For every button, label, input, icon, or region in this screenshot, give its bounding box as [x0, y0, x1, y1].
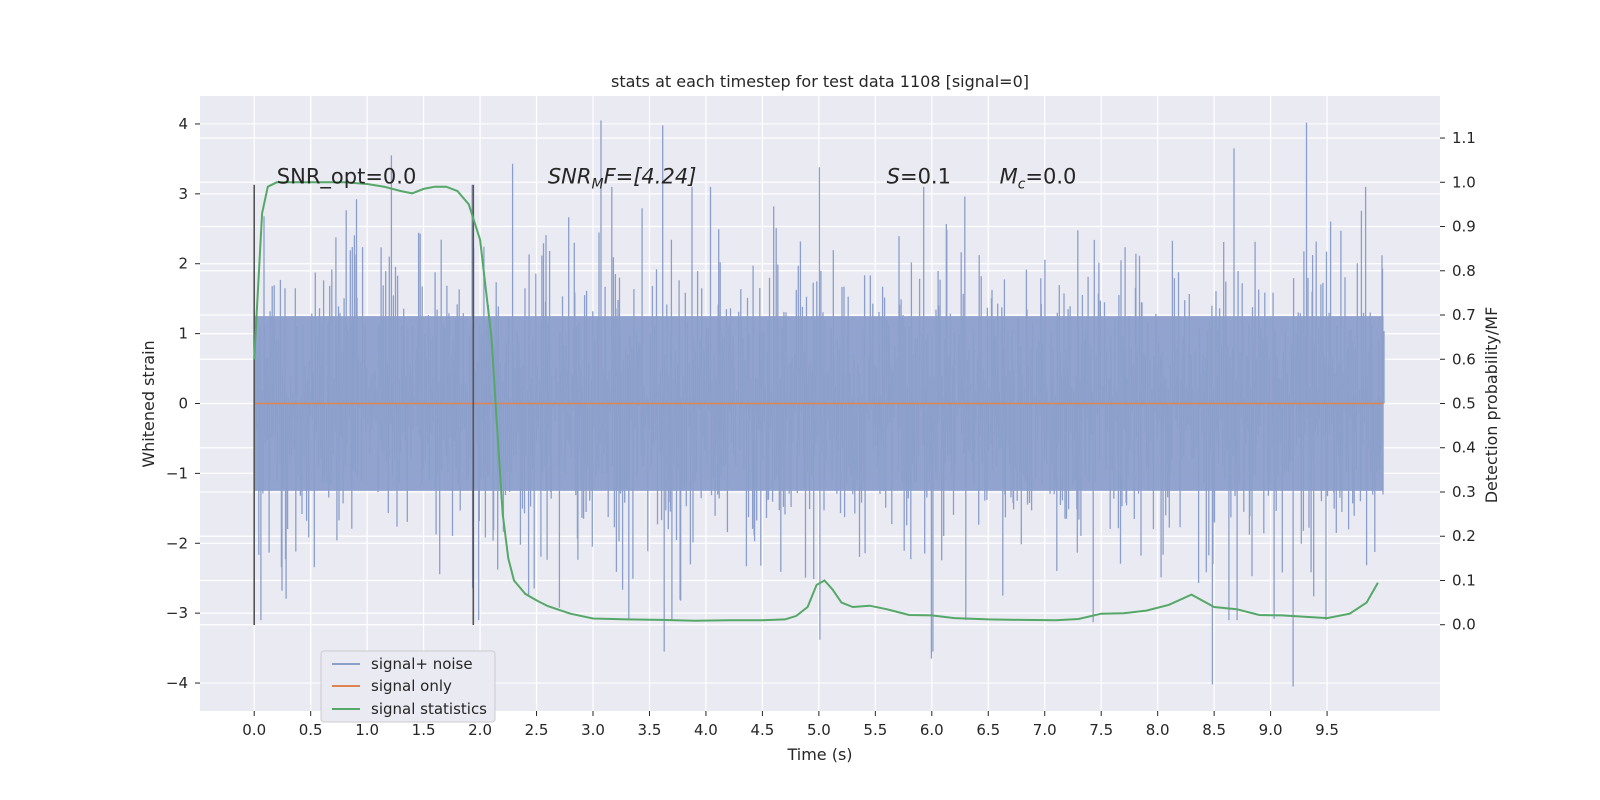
chart-title: stats at each timestep for test data 110…	[611, 72, 1029, 91]
y-left-tick-label: 1	[178, 325, 188, 343]
legend-label-signal-statistics: signal statistics	[371, 700, 487, 718]
legend-label-signal-noise: signal+ noise	[371, 655, 473, 673]
y-axis-label-right: Detection probability/MF	[1482, 307, 1501, 504]
y-left-tick-label: −4	[166, 674, 188, 692]
annotation-s-value: S=0.1	[887, 164, 951, 188]
y-right-tick-label: 0.6	[1452, 350, 1476, 368]
x-tick-label: 7.0	[1033, 721, 1057, 739]
y-axis-label-left: Whitened strain	[139, 340, 158, 467]
y-right-tick-label: 0.5	[1452, 395, 1476, 413]
x-tick-label: 4.5	[750, 721, 774, 739]
x-tick-label: 9.5	[1315, 721, 1339, 739]
y-right-tick-label: 0.8	[1452, 262, 1476, 280]
y-right-tick-label: 0.1	[1452, 571, 1476, 589]
y-right-tick-label: 0.7	[1452, 306, 1476, 324]
x-tick-label: 3.5	[638, 721, 662, 739]
x-tick-label: 0.0	[242, 721, 266, 739]
annotations: SNR_opt=0.0 SNRMF=[4.24] S=0.1 Mc=0.0	[277, 164, 1077, 192]
legend-label-signal-only: signal only	[371, 677, 452, 695]
y-left-tick-label: 3	[178, 185, 188, 203]
y-right-tick-label: 1.0	[1452, 173, 1476, 191]
annotation-snr-opt: SNR_opt=0.0	[277, 164, 417, 189]
x-tick-label: 0.5	[299, 721, 323, 739]
x-tick-label: 2.0	[468, 721, 492, 739]
y-left-tick-label: 4	[178, 115, 188, 133]
legend: signal+ noise signal only signal statist…	[320, 650, 496, 723]
y-right-tick-label: 1.1	[1452, 129, 1476, 147]
y-right-tick-label: 0.9	[1452, 218, 1476, 236]
x-tick-label: 3.0	[581, 721, 605, 739]
legend-box	[320, 650, 496, 723]
x-tick-label: 8.0	[1146, 721, 1170, 739]
y-left-tick-label: 0	[178, 395, 188, 413]
ticks: 0.0 0.5 1.0 1.5 2.0 2.5 3.0 3.5 4.0 4.5 5.0 5.5 6.0 6…	[166, 115, 1476, 739]
x-tick-label: 5.0	[807, 721, 831, 739]
y-right-tick-label: 0.2	[1452, 527, 1476, 545]
y-left-tick-label: −2	[166, 534, 188, 552]
x-tick-label: 4.0	[694, 721, 718, 739]
x-tick-label: 2.5	[525, 721, 549, 739]
x-tick-label: 1.5	[412, 721, 436, 739]
x-tick-label: 9.0	[1259, 721, 1283, 739]
y-right-tick-label: 0.3	[1452, 483, 1476, 501]
y-left-tick-label: −3	[166, 604, 188, 622]
x-axis-label: Time (s)	[786, 745, 852, 764]
annotation-snr-mf: SNRMF=[4.24]	[548, 164, 697, 192]
x-tick-label: 1.0	[355, 721, 379, 739]
y-right-tick-label: 0.4	[1452, 439, 1476, 457]
x-tick-label: 6.5	[976, 721, 1000, 739]
x-tick-label: 5.5	[863, 721, 887, 739]
y-left-tick-label: 2	[178, 255, 188, 273]
lines	[253, 181, 1384, 626]
x-tick-label: 8.5	[1202, 721, 1226, 739]
annotation-mc-value: Mc=0.0	[1000, 164, 1077, 192]
y-left-tick-label: −1	[166, 464, 188, 482]
y-right-tick-label: 0.0	[1452, 616, 1476, 634]
x-tick-label: 7.5	[1089, 721, 1113, 739]
x-tick-label: 6.0	[920, 721, 944, 739]
signal-statistics-line	[253, 181, 1379, 622]
